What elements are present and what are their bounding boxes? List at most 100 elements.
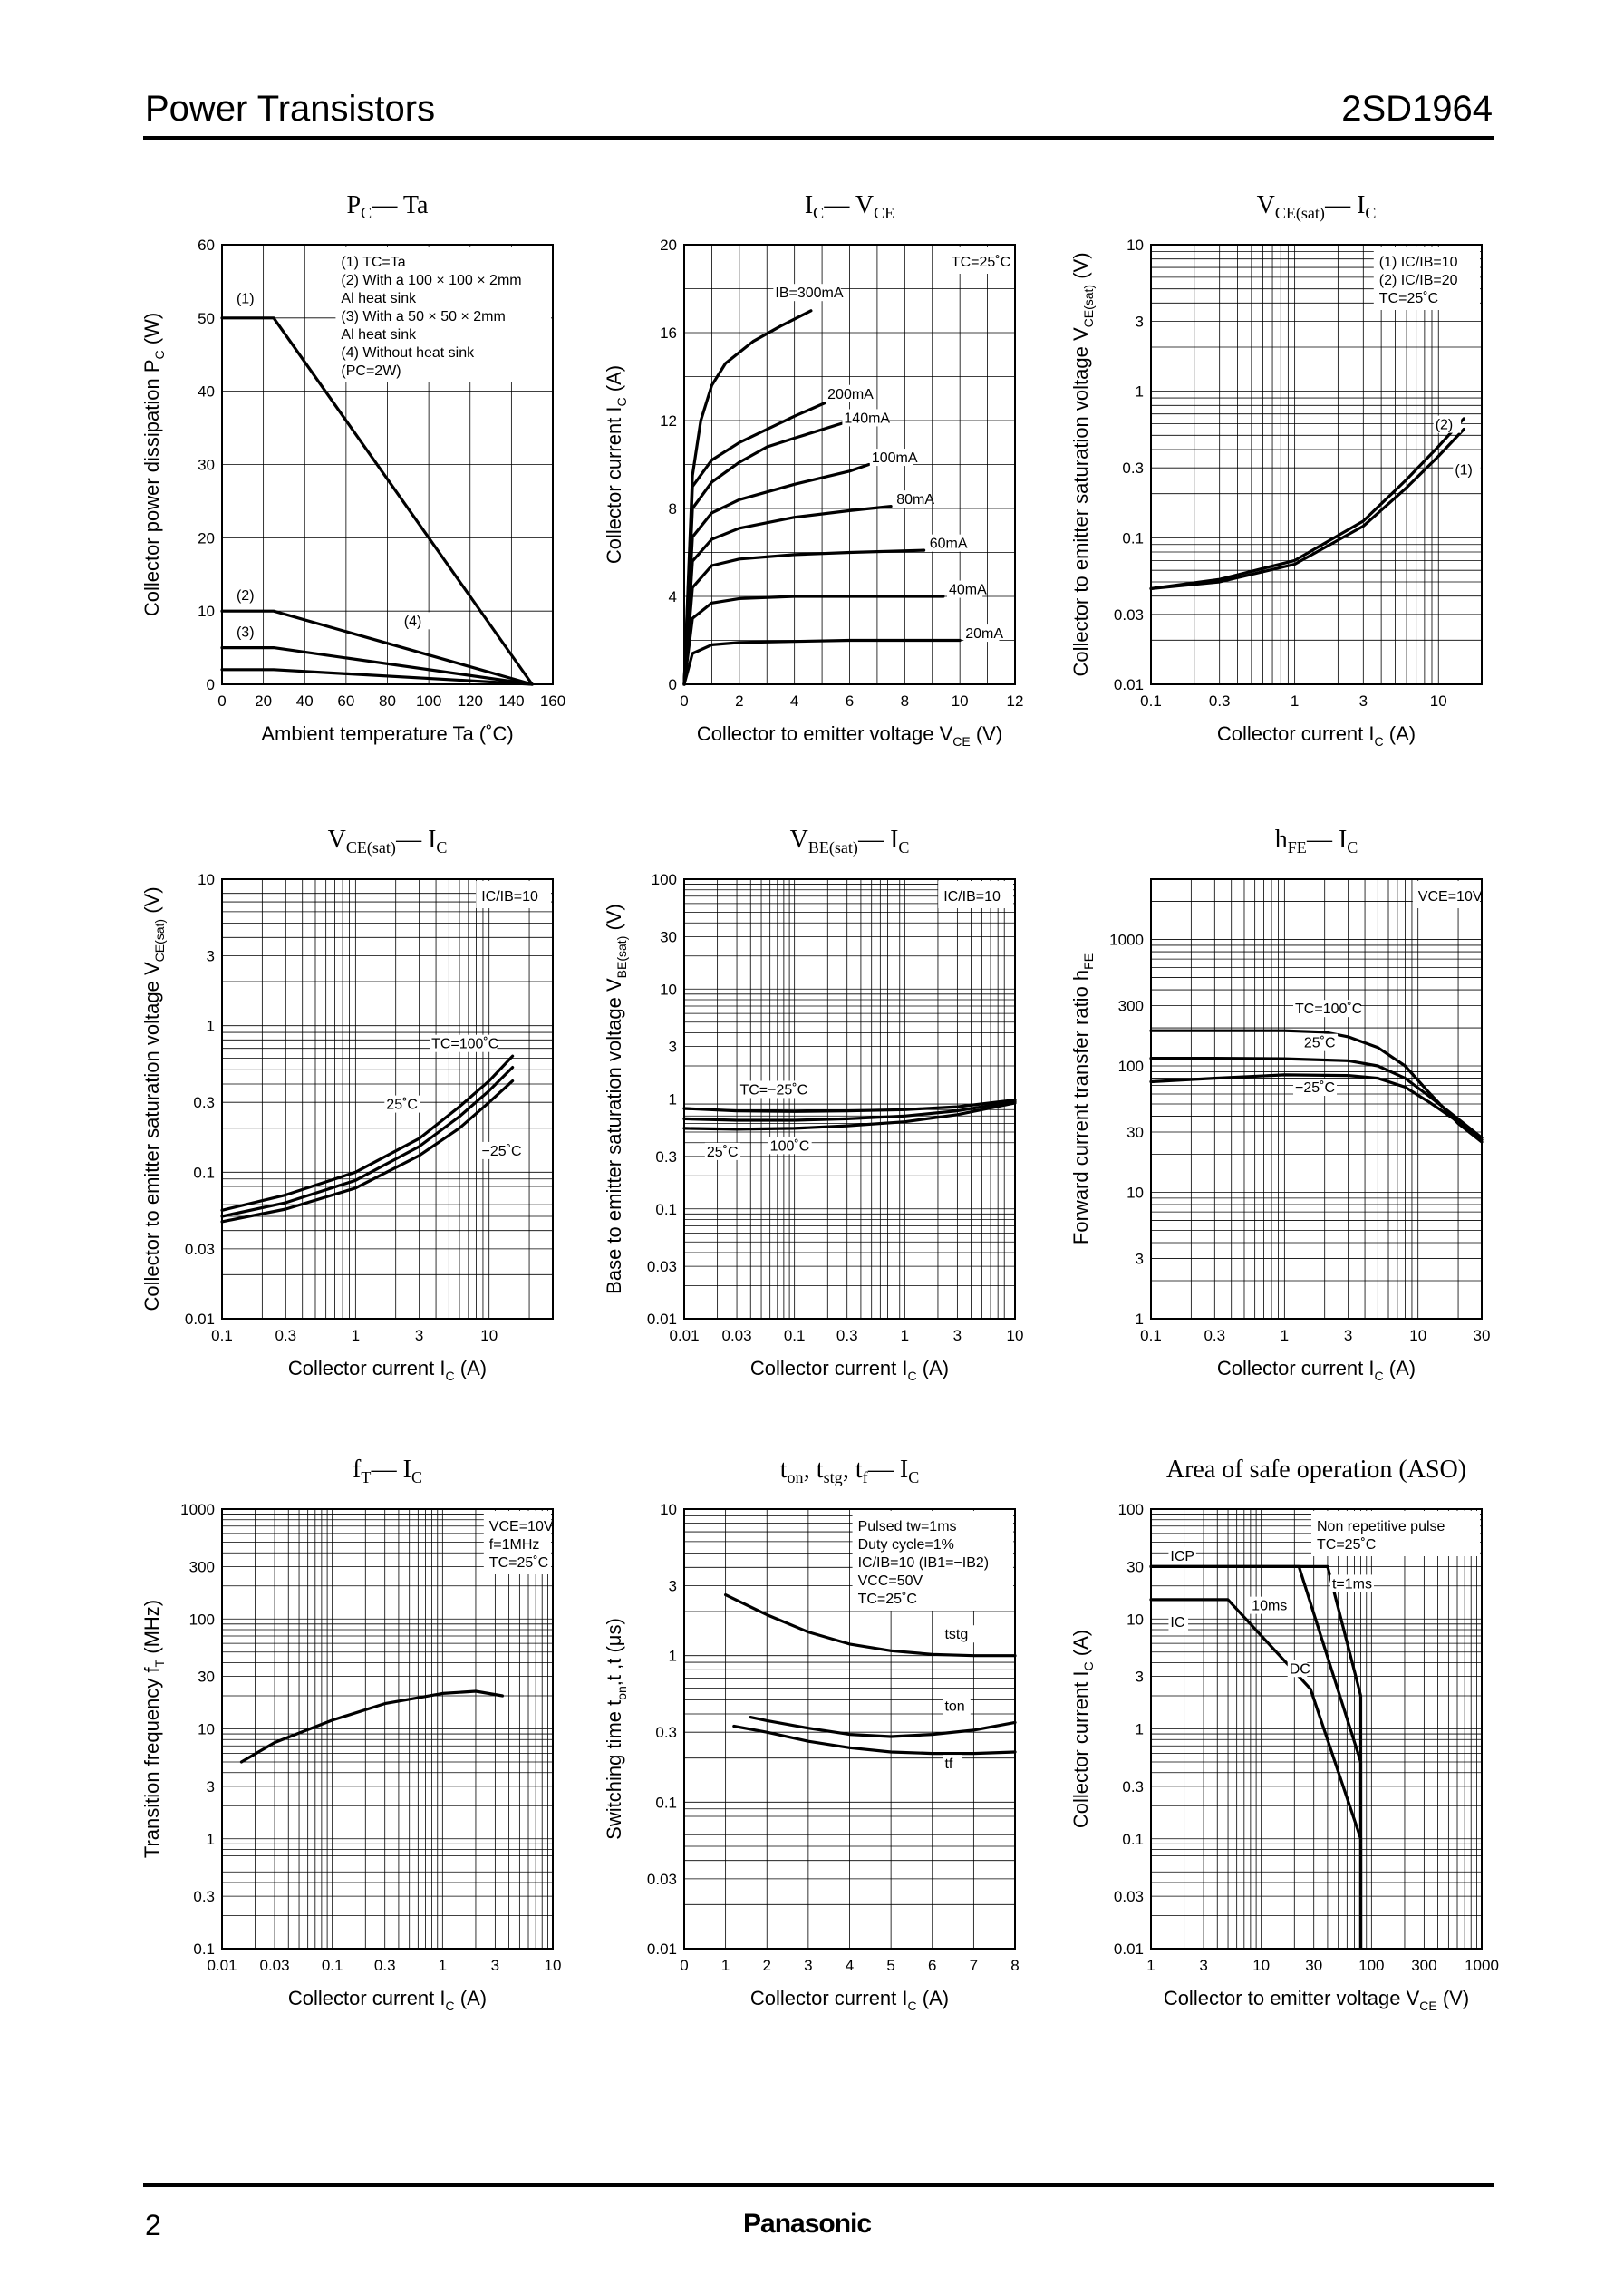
data-label-background xyxy=(1287,1660,1308,1678)
legend-box: (1) TC=Ta (2) With a 100 × 100 × 2mm Al h… xyxy=(335,247,551,382)
x-tick-label: 20 xyxy=(255,692,272,710)
data-label-background xyxy=(1168,1612,1189,1631)
x-tick-label: 30 xyxy=(1474,1327,1491,1344)
x-axis-label-text: Collector current I xyxy=(1217,722,1375,745)
data-label-background xyxy=(927,534,963,552)
y-axis-label-unit: (V) xyxy=(1069,252,1092,284)
series-0-line xyxy=(1149,417,1465,590)
x-tick-label: 40 xyxy=(296,692,314,710)
data-label: (2) xyxy=(1436,418,1454,433)
x-axis-label: Collector to emitter voltage VCE (V) xyxy=(697,722,1002,749)
data-label-background xyxy=(738,1080,806,1099)
y-axis-label-unit: (V) xyxy=(603,904,625,935)
y-tick-label: 3 xyxy=(1136,1669,1144,1686)
title-text: — I xyxy=(395,826,436,854)
x-tick-label: 30 xyxy=(1305,1957,1322,1974)
legend-line: Al heat sink xyxy=(341,327,417,343)
x-tick-label: 0.1 xyxy=(1140,1327,1162,1344)
x-axis-label-text: Collector current I xyxy=(288,1357,446,1379)
data-label: 140mA xyxy=(844,411,890,426)
title-subscript: T xyxy=(361,1468,371,1486)
title-subscript: CE xyxy=(874,204,894,222)
series-4-line xyxy=(682,505,893,686)
chart-title: ton , tstg , tf — IC xyxy=(780,1456,919,1486)
data-label-background xyxy=(842,409,886,427)
title-text: V xyxy=(790,826,808,854)
title-text: , t xyxy=(804,1456,824,1484)
y-axis-label: Switching time ton,t ,t (μs) xyxy=(603,1618,629,1840)
y-tick-label: 1 xyxy=(669,1091,677,1108)
title-subscript: CE(sat) xyxy=(346,838,396,857)
x-tick-label: 0.1 xyxy=(211,1327,233,1344)
y-tick-label: 1 xyxy=(207,1018,215,1035)
title-text: t xyxy=(780,1456,788,1484)
legend-line: Non repetitive pulse xyxy=(1317,1519,1445,1534)
series-6-line xyxy=(682,595,945,686)
x-tick-label: 2 xyxy=(735,692,743,710)
data-label-background xyxy=(401,612,430,630)
data-label: 100˚C xyxy=(770,1138,810,1154)
x-tick-label: 0.3 xyxy=(275,1327,296,1344)
part-number: 2SD1964 xyxy=(1341,89,1493,129)
data-label: (4) xyxy=(404,614,422,629)
y-tick-label: 10 xyxy=(198,603,215,620)
title-subscript: C xyxy=(436,838,447,857)
legend-line: TC=25˚C xyxy=(1379,291,1438,306)
series-3-line xyxy=(682,462,871,686)
page-number: 2 xyxy=(145,2209,161,2241)
y-axis-label: Collector power dissipation PC (W) xyxy=(140,313,167,616)
x-tick-label: 1 xyxy=(901,1327,909,1344)
series-1-line xyxy=(1149,1057,1484,1139)
y-tick-label: 0.3 xyxy=(1122,1778,1144,1796)
legend-background xyxy=(483,1511,551,1574)
y-axis-label-text: Base to emitter saturation voltage V xyxy=(603,978,625,1294)
plot-frame xyxy=(1150,1508,1483,1950)
series-1-line xyxy=(220,1066,515,1218)
y-tick-label: 60 xyxy=(198,237,215,254)
series-0-line xyxy=(220,316,534,686)
data-label: 10ms xyxy=(1252,1599,1287,1614)
y-tick-label: 0.1 xyxy=(655,1794,677,1811)
y-tick-label: 3 xyxy=(669,1578,677,1595)
x-tick-label: 160 xyxy=(540,692,566,710)
x-tick-label: 60 xyxy=(337,692,354,710)
y-tick-label: 3 xyxy=(207,1778,215,1796)
legend-line: f=1MHz xyxy=(489,1537,540,1553)
x-axis-label: Collector current IC (A) xyxy=(750,1357,949,1383)
y-tick-label: 20 xyxy=(660,237,677,254)
legend-line: Al heat sink xyxy=(341,291,417,306)
footer-rule xyxy=(143,2183,1494,2187)
data-label: (1) xyxy=(1455,463,1473,479)
y-axis-label-unit: (W) xyxy=(140,313,163,351)
data-label: TC=100˚C xyxy=(431,1037,498,1052)
y-tick-label: 1 xyxy=(1136,383,1144,401)
y-axis-label-subscript: T xyxy=(152,1659,167,1667)
legend-box: (1) IC/IB=10 (2) IC/IB=20 TC=25˚C xyxy=(1373,247,1480,310)
y-axis-label-subscript: C xyxy=(614,397,629,406)
x-tick-label: 0.3 xyxy=(1209,692,1231,710)
y-axis-label-unit: (A) xyxy=(603,365,625,397)
series-1-line xyxy=(749,1716,1017,1738)
y-tick-label: 10 xyxy=(1126,237,1144,254)
legend-line: (2) IC/IB=20 xyxy=(1379,273,1458,288)
legend-line: VCC=50V xyxy=(858,1573,923,1589)
title-text: V xyxy=(1257,191,1275,219)
y-axis-label-unit: (MHz) xyxy=(140,1600,163,1660)
y-tick-label: 10 xyxy=(198,871,215,888)
x-axis-label-subscript: CE xyxy=(952,734,970,749)
y-tick-label: 10 xyxy=(1126,1611,1144,1628)
data-label-background xyxy=(1168,1546,1196,1564)
x-axis-label-unit: (A) xyxy=(1384,1357,1416,1379)
legend-background xyxy=(938,881,1013,908)
data-label: 100mA xyxy=(872,450,918,466)
legend-box: Pulsed tw=1ms Duty cycle=1% IC/IB=10 (IB1=… xyxy=(852,1511,1013,1611)
data-label-background xyxy=(1293,1078,1338,1096)
data-label-background xyxy=(1301,1033,1339,1051)
y-axis-label-text: Collector current I xyxy=(1069,1670,1092,1828)
legend-line: (PC=2W) xyxy=(341,363,401,379)
data-label: TC=−25˚C xyxy=(740,1082,807,1098)
title-subscript: C xyxy=(1365,204,1376,222)
legend-line: IC/IB=10 xyxy=(943,889,1000,905)
